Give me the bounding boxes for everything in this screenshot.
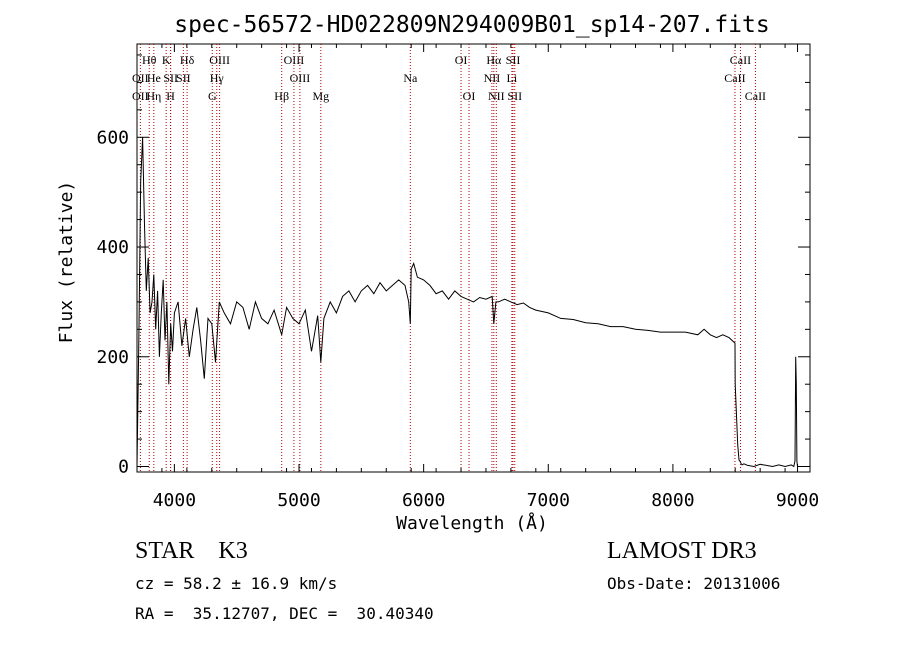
line-label-25: SII xyxy=(507,89,522,103)
y-tick-label-1: 200 xyxy=(96,347,129,368)
line-label-19: OI xyxy=(463,89,476,103)
survey-name: LAMOST DR3 xyxy=(607,538,757,564)
x-tick-label-4: 8000 xyxy=(651,490,694,511)
plot-frame xyxy=(136,43,811,473)
line-label-22: NII xyxy=(488,89,505,103)
line-label-2: Hθ xyxy=(142,53,157,67)
x-axis: 4000 5000 6000 7000 8000 9000 xyxy=(136,44,819,511)
ra-dec: RA = 35.12707, DEC = 30.40340 xyxy=(135,604,434,623)
y-axis: 0 200 400 600 xyxy=(96,54,810,478)
y-tick-label-2: 400 xyxy=(96,237,129,258)
line-label-26: CaII xyxy=(730,53,751,67)
line-label-13: Hβ xyxy=(274,89,289,103)
redshift-cz: cz = 58.2 ± 16.9 km/s xyxy=(135,574,338,593)
y-tick-label-3: 600 xyxy=(96,127,129,148)
line-label-0: OII xyxy=(132,71,149,85)
line-label-27: CaII xyxy=(724,71,745,85)
line-label-15: OIII xyxy=(290,71,311,85)
flux-series-line xyxy=(136,137,798,468)
x-axis-label: Wavelength (Å) xyxy=(396,512,548,534)
y-tick-label-0: 0 xyxy=(118,457,129,478)
line-label-9: SII xyxy=(176,71,191,85)
line-label-7: H xyxy=(166,89,175,103)
line-label-17: Na xyxy=(403,71,418,85)
line-label-28: CaII xyxy=(745,89,766,103)
line-label-16: Mg xyxy=(312,89,329,103)
line-label-24: Li xyxy=(507,71,518,85)
line-label-5: K xyxy=(162,53,171,67)
line-label-23: SII xyxy=(506,53,521,67)
x-tick-label-0: 4000 xyxy=(153,490,196,511)
x-tick-label-2: 6000 xyxy=(402,490,445,511)
line-label-4: Hη xyxy=(146,89,161,103)
y-axis-label: Flux (relative) xyxy=(56,181,77,344)
line-label-3: He xyxy=(147,71,161,85)
line-label-20: Hα xyxy=(486,53,502,67)
line-label-10: OIII xyxy=(209,53,230,67)
x-tick-label-5: 9000 xyxy=(776,490,819,511)
x-tick-label-3: 7000 xyxy=(527,490,570,511)
line-label-11: Hγ xyxy=(210,71,225,85)
x-tick-label-1: 5000 xyxy=(277,490,320,511)
observation-date: Obs-Date: 20131006 xyxy=(607,574,781,593)
line-label-1: OII xyxy=(132,89,149,103)
spectral-line-markers xyxy=(139,44,756,472)
line-label-12: G xyxy=(208,89,217,103)
line-label-14: OIII xyxy=(284,53,305,67)
object-class: STAR K3 xyxy=(135,538,248,564)
line-label-8: Hδ xyxy=(180,53,195,67)
line-label-18: OI xyxy=(455,53,468,67)
line-label-6: SII xyxy=(163,71,178,85)
chart-title: spec-56572-HD022809N294009B01_sp14-207.f… xyxy=(174,12,769,38)
line-label-21: NII xyxy=(484,71,501,85)
